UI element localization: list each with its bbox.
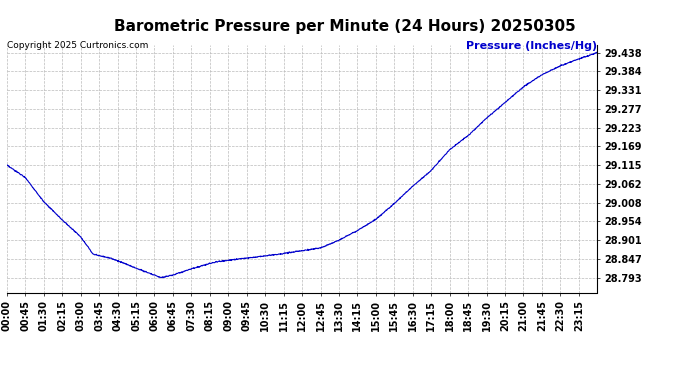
- Text: Barometric Pressure per Minute (24 Hours) 20250305: Barometric Pressure per Minute (24 Hours…: [114, 19, 576, 34]
- Text: Pressure (Inches/Hg): Pressure (Inches/Hg): [466, 41, 597, 51]
- Text: Copyright 2025 Curtronics.com: Copyright 2025 Curtronics.com: [7, 41, 148, 50]
